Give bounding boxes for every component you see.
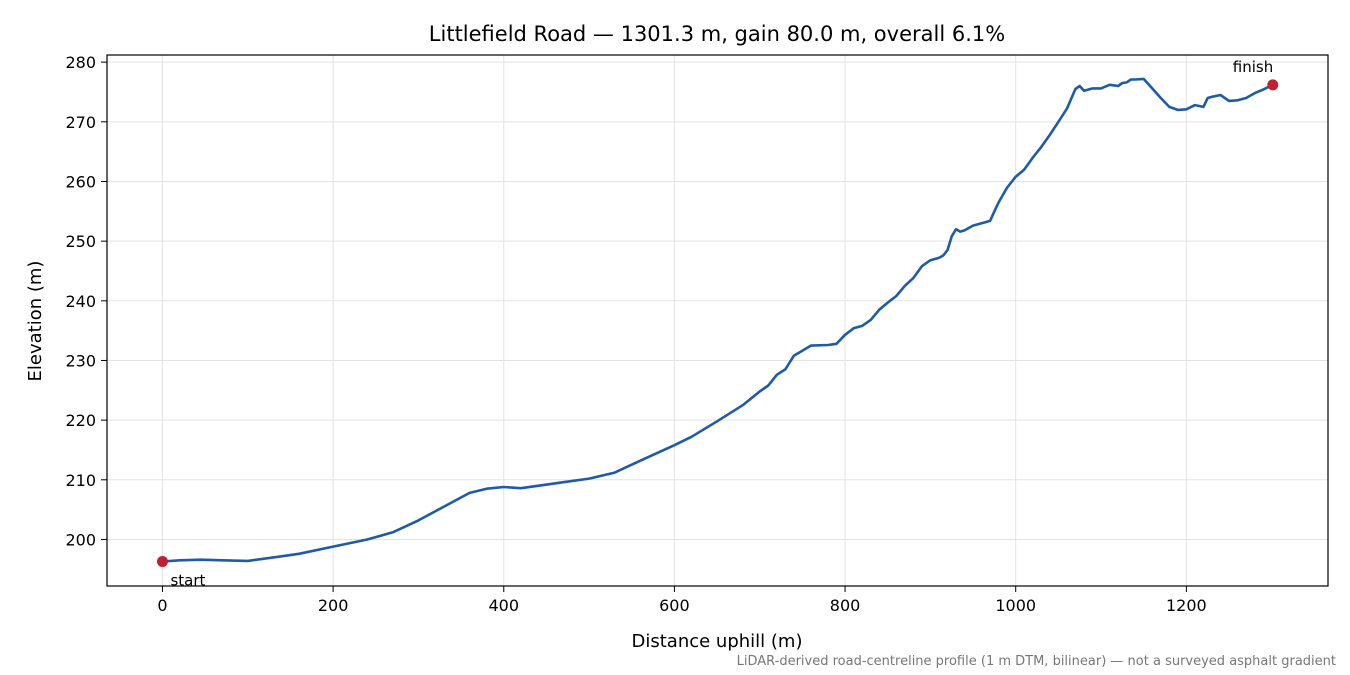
y-tick-label: 210 [65,471,96,490]
finish-marker [1267,79,1279,91]
footnote: LiDAR-derived road-centreline profile (1… [737,654,1336,669]
finish-label: finish [1233,58,1273,76]
y-tick-label: 250 [65,232,96,251]
axis-ticks: 0 200 400 600 800 1000 1200 200 210 220 230 240 250 2… [65,53,1206,615]
series-group: start finish [156,58,1279,590]
y-tick-label: 280 [65,53,96,72]
y-tick-label: 200 [65,530,96,549]
x-tick-label: 1000 [995,596,1036,615]
x-tick-label: 800 [830,596,861,615]
x-tick-label: 0 [157,596,167,615]
start-marker [156,556,168,568]
elevation-line [161,77,1275,563]
x-tick-label: 600 [659,596,690,615]
y-tick-label: 240 [65,292,96,311]
plot-frame [106,54,1329,587]
x-tick-label: 400 [488,596,519,615]
y-tick-label: 230 [65,351,96,370]
y-tick-label: 220 [65,411,96,430]
x-tick-label: 1200 [1166,596,1207,615]
y-tick-label: 270 [65,113,96,132]
chart-title: Littlefield Road — 1301.3 m, gain 80.0 m… [429,22,1005,46]
y-tick-label: 260 [65,172,96,191]
x-axis-label: Distance uphill (m) [632,631,803,652]
y-axis-label: Elevation (m) [25,261,46,382]
x-tick-label: 200 [318,596,349,615]
start-label: start [170,572,205,590]
